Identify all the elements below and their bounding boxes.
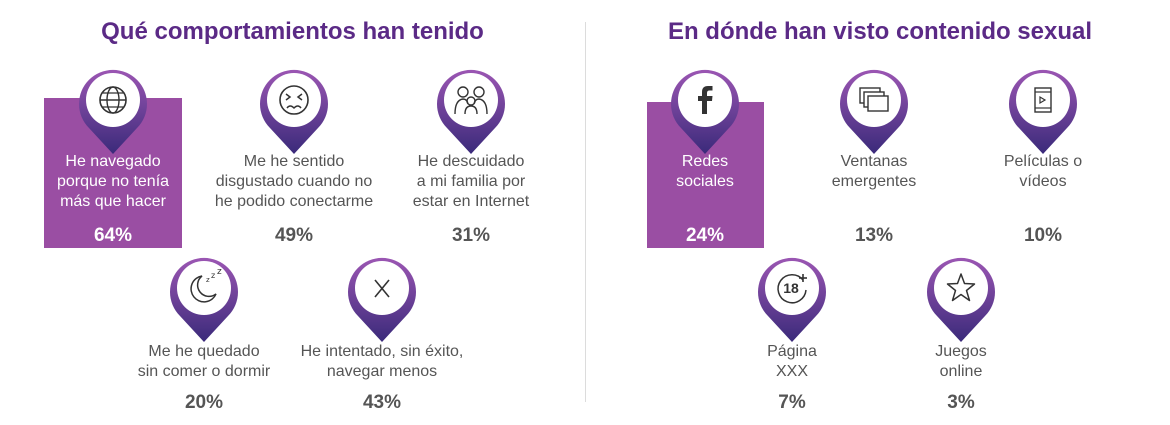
source-item-online-games: Juegos online 3%	[871, 250, 1051, 415]
behavior-percent: 43%	[362, 392, 402, 413]
source-percent: 24%	[685, 225, 725, 246]
behavior-percent: 64%	[93, 225, 133, 246]
source-item-popup-windows: Ventanas emergentes 13%	[784, 62, 964, 252]
behavior-percent: 20%	[184, 392, 224, 413]
source-item-xxx-page: 18 Página XXX 7%	[702, 250, 882, 415]
behavior-label: He descuidado a mi familia por estar en …	[412, 153, 530, 210]
behavior-item-browse-less: He intentado, sin éxito, navegar menos 4…	[292, 250, 472, 415]
disgusted-face-icon	[256, 62, 332, 156]
source-label: Página XXX	[767, 343, 817, 380]
source-label: Juegos online	[935, 343, 987, 380]
left-section-title: Qué comportamientos han tenido	[101, 18, 484, 45]
behavior-label: He navegado porque no tenía más que hace…	[56, 153, 170, 210]
star-icon	[923, 250, 999, 344]
family-icon	[433, 62, 509, 156]
age-18-plus-icon: 18	[754, 250, 830, 344]
facebook-icon	[667, 62, 743, 156]
source-item-movies-videos: Películas o vídeos 10%	[953, 62, 1133, 252]
globe-icon	[75, 62, 151, 156]
x-icon	[344, 250, 420, 344]
source-percent: 7%	[778, 392, 806, 413]
source-percent: 13%	[854, 225, 894, 246]
behavior-percent: 49%	[274, 225, 314, 246]
source-label: Redes sociales	[676, 153, 734, 190]
svg-text:z: z	[206, 276, 210, 284]
behavior-percent: 31%	[451, 225, 491, 246]
behavior-item-disgusted: Me he sentido disgustado cuando no he po…	[204, 62, 384, 252]
source-label: Películas o vídeos	[1003, 153, 1083, 190]
behavior-label: He intentado, sin éxito, navegar menos	[300, 343, 464, 380]
behavior-item-neglected-family: He descuidado a mi familia por estar en …	[381, 62, 561, 252]
source-item-social-networks: Redes sociales 24%	[615, 62, 795, 252]
behavior-item-skip-eat-sleep: z z z Me he quedado sin comer o dormir 2…	[114, 250, 294, 415]
popup-windows-icon	[836, 62, 912, 156]
behavior-label: Me he quedado sin comer o dormir	[137, 343, 271, 380]
svg-text:z: z	[217, 267, 222, 277]
svg-text:z: z	[211, 271, 215, 280]
age-badge-text: 18	[783, 280, 799, 296]
film-icon	[1005, 62, 1081, 156]
section-divider	[585, 22, 586, 402]
source-percent: 10%	[1023, 225, 1063, 246]
behavior-item-bored-browsing: He navegado porque no tenía más que hace…	[23, 62, 203, 252]
behavior-label: Me he sentido disgustado cuando no he po…	[214, 153, 374, 210]
moon-sleep-icon: z z z	[166, 250, 242, 344]
right-section-title: En dónde han visto contenido sexual	[667, 18, 1093, 45]
source-label: Ventanas emergentes	[831, 153, 917, 190]
source-percent: 3%	[947, 392, 975, 413]
